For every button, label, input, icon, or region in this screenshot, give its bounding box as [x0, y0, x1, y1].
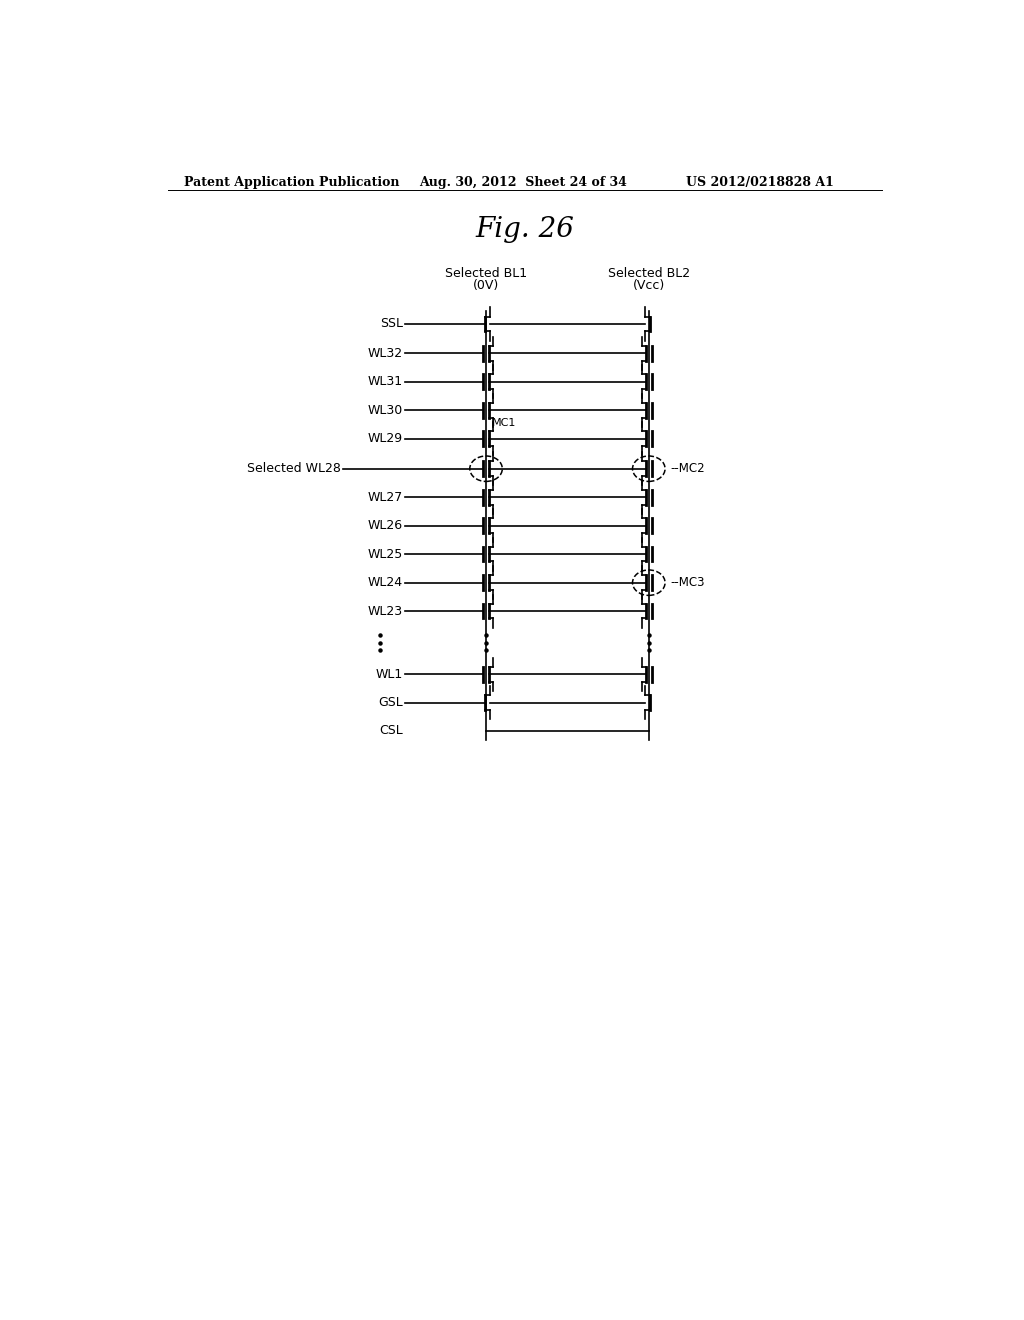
Text: --MC2: --MC2 [671, 462, 706, 475]
Text: MC1: MC1 [493, 418, 517, 428]
Text: WL23: WL23 [368, 605, 403, 618]
Text: WL27: WL27 [368, 491, 403, 504]
Text: WL1: WL1 [376, 668, 403, 681]
Text: (Vcc): (Vcc) [633, 279, 665, 292]
Text: (0V): (0V) [473, 279, 499, 292]
Text: Selected WL28: Selected WL28 [247, 462, 341, 475]
Text: Selected BL2: Selected BL2 [607, 267, 690, 280]
Text: SSL: SSL [380, 317, 403, 330]
Text: Patent Application Publication: Patent Application Publication [183, 176, 399, 189]
Text: Selected BL1: Selected BL1 [445, 267, 527, 280]
Text: CSL: CSL [379, 723, 403, 737]
Text: --MC3: --MC3 [671, 576, 705, 589]
Text: WL24: WL24 [368, 576, 403, 589]
Text: WL25: WL25 [368, 548, 403, 561]
Text: WL32: WL32 [368, 347, 403, 360]
Text: WL31: WL31 [368, 375, 403, 388]
Text: Aug. 30, 2012  Sheet 24 of 34: Aug. 30, 2012 Sheet 24 of 34 [419, 176, 627, 189]
Text: Fig. 26: Fig. 26 [475, 216, 574, 243]
Text: US 2012/0218828 A1: US 2012/0218828 A1 [686, 176, 834, 189]
Text: GSL: GSL [379, 696, 403, 709]
Text: WL26: WL26 [368, 519, 403, 532]
Text: WL29: WL29 [368, 432, 403, 445]
Text: WL30: WL30 [368, 404, 403, 417]
